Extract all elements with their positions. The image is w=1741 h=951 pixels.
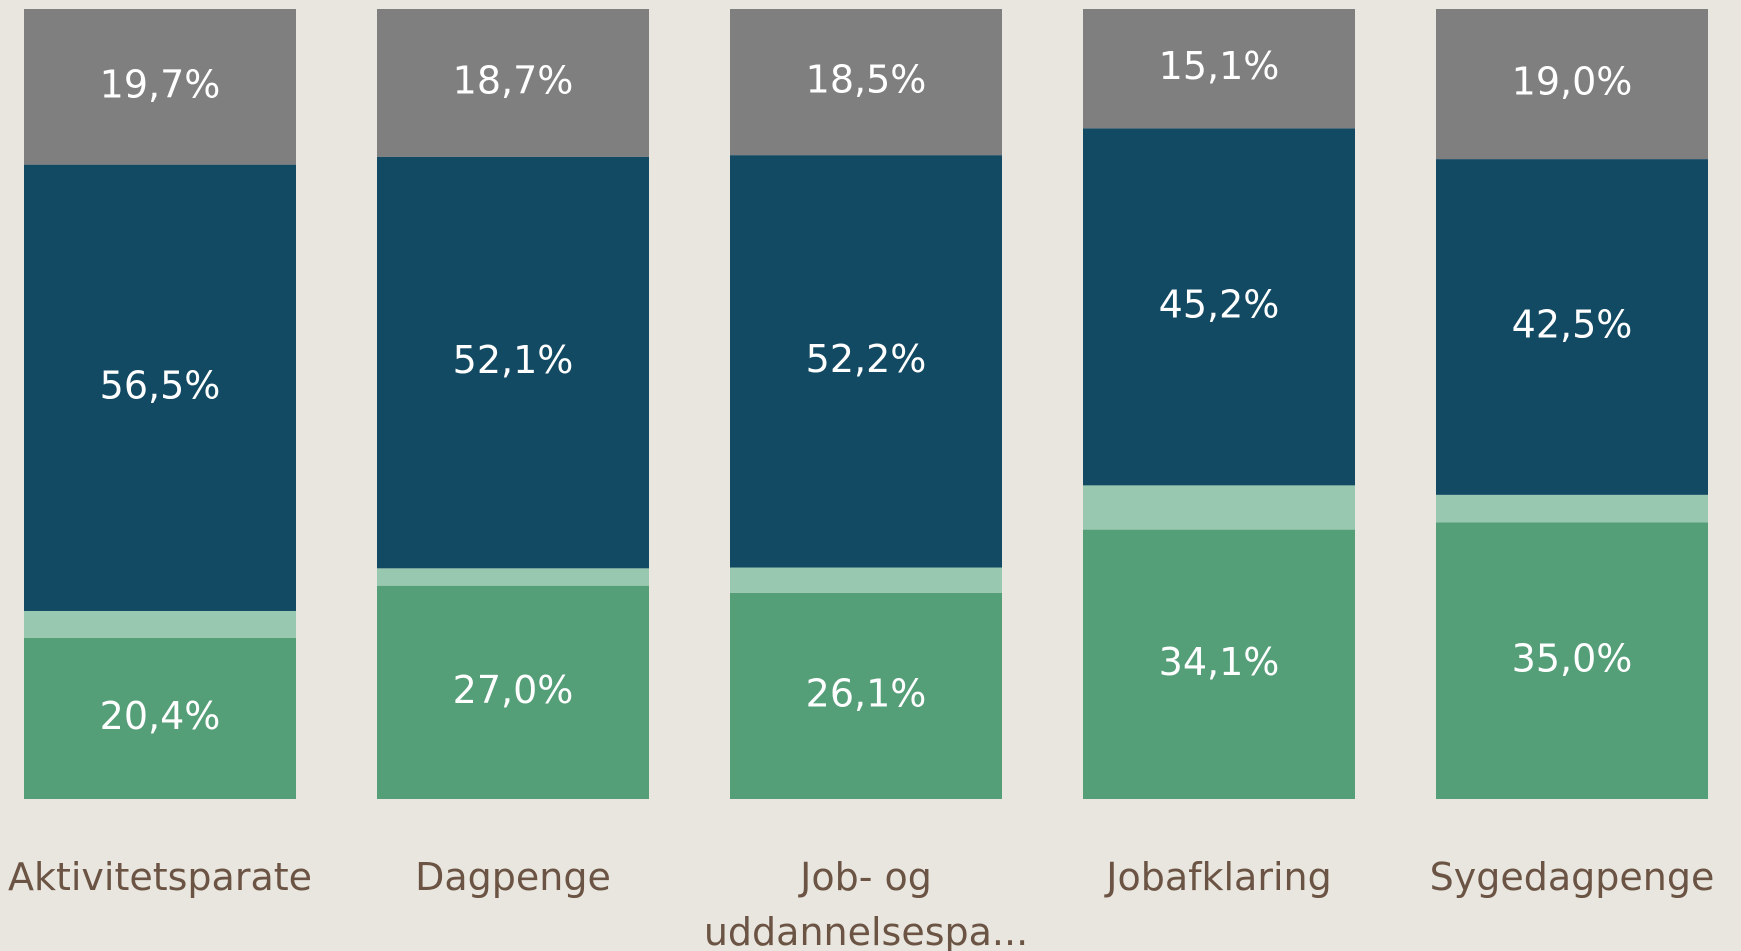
bar-segment	[1436, 522, 1708, 799]
value-label: 56,5%	[100, 363, 221, 407]
bar-segment	[377, 156, 649, 569]
value-label: 20,4%	[100, 694, 221, 738]
value-label: 18,5%	[806, 58, 927, 102]
bar-segment	[730, 9, 1002, 156]
value-label: 15,1%	[1159, 44, 1280, 88]
bar-segment	[377, 568, 649, 586]
value-label: 45,2%	[1159, 282, 1280, 326]
value-label: 52,1%	[453, 338, 574, 382]
value-label: 19,7%	[100, 62, 221, 106]
bar-segment	[24, 164, 296, 611]
x-tick-label: Sygedagpenge	[1429, 855, 1715, 899]
bar-segment	[24, 637, 296, 799]
bar-segment	[1083, 485, 1355, 530]
x-tick-label: Jobafklaring	[1106, 855, 1332, 899]
x-tick-label: Dagpenge	[415, 855, 611, 899]
bar-segment	[24, 9, 296, 165]
bar-segment	[377, 585, 649, 799]
x-tick-label: Job- og uddannelsespa...	[703, 855, 1029, 951]
bar-segment	[730, 155, 1002, 568]
bar-segment	[1436, 9, 1708, 160]
x-tick-label: Aktivitetsparate	[7, 855, 313, 899]
bar-segment	[1083, 529, 1355, 799]
value-label: 35,0%	[1512, 636, 1633, 680]
value-label: 42,5%	[1512, 302, 1633, 346]
value-label: 18,7%	[453, 58, 574, 102]
bar-segment	[1083, 9, 1355, 129]
value-label: 26,1%	[806, 671, 927, 715]
bar-segment	[24, 610, 296, 638]
value-label: 34,1%	[1159, 640, 1280, 684]
value-label: 52,2%	[806, 337, 927, 381]
value-label: 27,0%	[453, 668, 574, 712]
bar-segment	[377, 9, 649, 157]
bar-segment	[1436, 159, 1708, 495]
value-label: 19,0%	[1512, 60, 1633, 104]
bar-segment	[730, 567, 1002, 593]
bar-segment	[1083, 128, 1355, 486]
bar-segment	[730, 592, 1002, 799]
bar-segment	[1436, 494, 1708, 523]
